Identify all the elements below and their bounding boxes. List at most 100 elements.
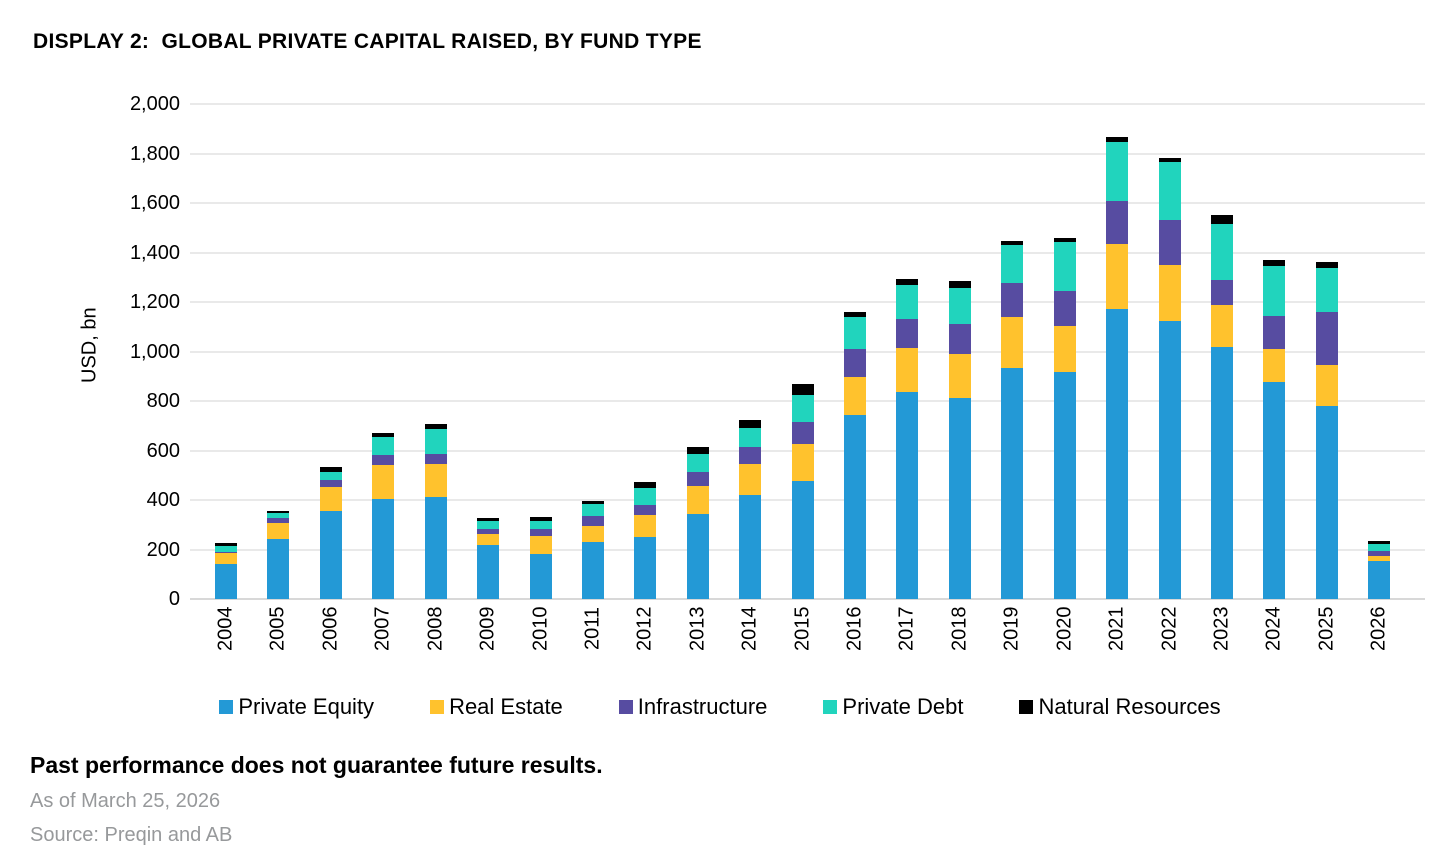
legend-item-natural-resources: Natural Resources — [1019, 694, 1221, 720]
x-tick-label-2022: 2022 — [1158, 607, 1181, 652]
y-tick-label-2000: 2,000 — [129, 93, 180, 115]
bar-segment-private-equity-2010 — [529, 554, 552, 599]
bar-segment-infrastructure-2015 — [791, 422, 814, 444]
y-tick-label-1200: 1,200 — [129, 291, 180, 313]
bar-segment-private-equity-2020 — [1053, 371, 1076, 599]
bar-segment-private-equity-2006 — [319, 511, 342, 599]
bar-segment-real-estate-2021 — [1106, 243, 1129, 310]
gridline-2000 — [190, 103, 1425, 105]
bar-segment-private-debt-2010 — [529, 520, 552, 530]
legend-item-private-debt: Private Debt — [823, 694, 963, 720]
bar-segment-private-debt-2011 — [581, 504, 604, 516]
bar-segment-natural-resources-2024 — [1263, 259, 1286, 266]
bar-segment-infrastructure-2026 — [1368, 551, 1391, 557]
bar-segment-real-estate-2004 — [215, 553, 237, 565]
bar-segment-infrastructure-2007 — [372, 454, 395, 466]
as-of-date: As of March 25, 2026 — [30, 790, 221, 812]
bar-segment-private-debt-2019 — [1001, 244, 1024, 284]
x-tick-label-2015: 2015 — [791, 607, 814, 652]
bar-segment-private-debt-2016 — [844, 317, 867, 350]
bar-segment-natural-resources-2011 — [581, 501, 604, 505]
x-tick-label-2005: 2005 — [266, 607, 289, 652]
bar-segment-private-equity-2017 — [896, 391, 919, 599]
x-tick-label-2006: 2006 — [319, 607, 342, 652]
x-tick-label-2024: 2024 — [1262, 607, 1285, 652]
bar-segment-natural-resources-2020 — [1053, 237, 1076, 242]
bar-segment-natural-resources-2005 — [267, 510, 290, 514]
y-tick-label-0: 0 — [168, 588, 180, 610]
legend-label-infrastructure: Infrastructure — [637, 694, 768, 719]
bar-segment-infrastructure-2006 — [319, 479, 342, 488]
y-tick-label-800: 800 — [146, 390, 180, 412]
bar-segment-private-debt-2020 — [1053, 241, 1076, 291]
bar-segment-private-debt-2014 — [739, 427, 762, 448]
bar-segment-private-debt-2012 — [634, 487, 657, 506]
bar-segment-natural-resources-2014 — [739, 420, 762, 428]
legend-label-real-estate: Real Estate — [449, 694, 563, 719]
bar-segment-infrastructure-2005 — [267, 517, 290, 523]
disclaimer-text: Past performance does not guarantee futu… — [30, 752, 603, 778]
bar-segment-natural-resources-2004 — [215, 542, 237, 546]
bar-segment-infrastructure-2018 — [948, 323, 971, 354]
bar-segment-infrastructure-2011 — [581, 515, 604, 526]
bar-segment-private-debt-2023 — [1210, 223, 1233, 280]
bar-segment-private-debt-2015 — [791, 395, 814, 423]
x-tick-label-2011: 2011 — [581, 607, 604, 651]
gridline-1000 — [190, 350, 1425, 353]
legend-swatch-infrastructure — [618, 700, 633, 714]
bar-segment-private-equity-2021 — [1106, 309, 1129, 599]
bar-segment-natural-resources-2013 — [686, 447, 709, 454]
bar-segment-private-equity-2023 — [1210, 347, 1233, 599]
bar-segment-infrastructure-2004 — [215, 551, 237, 554]
y-tick-label-400: 400 — [146, 489, 180, 511]
legend-swatch-private-debt — [823, 700, 838, 714]
bar-segment-private-debt-2009 — [477, 521, 500, 529]
bar-segment-private-debt-2007 — [372, 437, 395, 455]
gridline-0 — [190, 598, 1425, 600]
x-tick-label-2007: 2007 — [371, 607, 394, 652]
source-text: Source: Preqin and AB — [30, 824, 233, 846]
bar-segment-infrastructure-2023 — [1210, 279, 1233, 306]
bar-segment-real-estate-2014 — [739, 463, 762, 495]
bar-segment-private-equity-2019 — [1001, 368, 1024, 599]
gridline-1800 — [190, 152, 1425, 155]
legend-label-private-equity: Private Equity — [238, 694, 375, 719]
gridline-1600 — [190, 202, 1425, 204]
bar-segment-real-estate-2025 — [1315, 365, 1338, 406]
bar-segment-natural-resources-2009 — [477, 517, 500, 522]
bar-segment-private-equity-2014 — [739, 494, 762, 599]
bar-segment-real-estate-2022 — [1158, 264, 1181, 321]
bar-segment-natural-resources-2018 — [948, 281, 971, 289]
bar-segment-infrastructure-2021 — [1106, 200, 1129, 244]
x-tick-label-2009: 2009 — [476, 607, 499, 652]
bar-segment-private-debt-2021 — [1106, 142, 1129, 201]
legend-swatch-real-estate — [430, 700, 445, 714]
bar-segment-real-estate-2013 — [686, 485, 709, 515]
x-tick-label-2008: 2008 — [424, 607, 447, 652]
x-tick-label-2012: 2012 — [633, 607, 656, 652]
bar-segment-natural-resources-2021 — [1106, 137, 1129, 143]
x-tick-label-2014: 2014 — [738, 607, 761, 652]
bar-segment-private-equity-2022 — [1158, 320, 1181, 599]
bar-segment-natural-resources-2012 — [634, 482, 657, 488]
bar-segment-real-estate-2011 — [581, 525, 604, 543]
legend-label-natural-resources: Natural Resources — [1038, 694, 1221, 719]
bar-segment-real-estate-2015 — [791, 443, 814, 482]
bar-segment-natural-resources-2017 — [896, 278, 919, 286]
bar-segment-infrastructure-2024 — [1263, 315, 1286, 349]
bar-segment-infrastructure-2020 — [1053, 290, 1076, 326]
plot-area — [190, 103, 1425, 600]
bar-segment-private-debt-2004 — [215, 545, 237, 552]
y-tick-label-600: 600 — [146, 439, 180, 462]
x-tick-label-2004: 2004 — [214, 607, 237, 652]
bar-segment-natural-resources-2016 — [844, 311, 867, 318]
y-tick-label-1000: 1,000 — [129, 340, 180, 363]
bar-segment-infrastructure-2014 — [739, 447, 762, 464]
chart-title: DISPLAY 2: GLOBAL PRIVATE CAPITAL RAISED… — [33, 30, 702, 53]
bar-segment-infrastructure-2019 — [1001, 283, 1024, 318]
bar-segment-real-estate-2007 — [372, 465, 395, 499]
y-tick-label-200: 200 — [146, 538, 180, 561]
legend-swatch-natural-resources — [1019, 700, 1034, 714]
bar-segment-private-equity-2007 — [372, 498, 395, 599]
y-tick-label-1400: 1,400 — [129, 241, 180, 264]
